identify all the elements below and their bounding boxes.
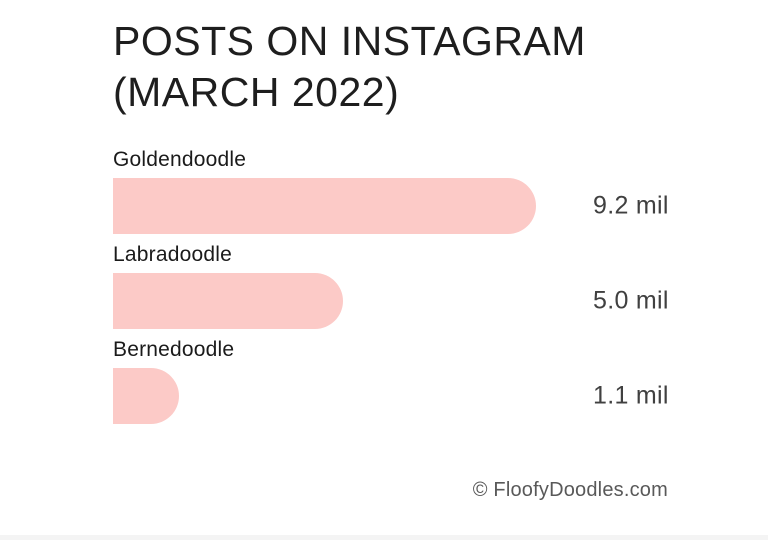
- bar-label: Bernedoodle: [113, 338, 235, 361]
- bar-value-label: 9.2 mil: [593, 191, 669, 220]
- bar-value-label: 5.0 mil: [593, 286, 669, 315]
- bar-chart: Goldendoodle 9.2 mil Labradoodle 5.0 mil Ber…: [113, 146, 713, 431]
- chart-title-line1: POSTS ON INSTAGRAM: [113, 18, 586, 64]
- credit-text: © FloofyDoodles.com: [472, 479, 668, 501]
- bar: [113, 368, 179, 424]
- bar-row: Bernedoodle 1.1 mil: [113, 336, 713, 424]
- bar-row: Labradoodle 5.0 mil: [113, 241, 713, 329]
- bar: [113, 178, 536, 234]
- bar-label: Goldendoodle: [113, 148, 247, 171]
- chart-title: POSTS ON INSTAGRAM (MARCH 2022): [113, 16, 586, 118]
- bar-track: 9.2 mil: [113, 178, 713, 234]
- bar-row: Goldendoodle 9.2 mil: [113, 146, 713, 234]
- bar: [113, 273, 343, 329]
- bar-value-label: 1.1 mil: [593, 381, 669, 410]
- bottom-divider: [0, 535, 768, 540]
- bar-label: Labradoodle: [113, 243, 232, 266]
- chart-title-line2: (MARCH 2022): [113, 69, 400, 115]
- bar-track: 5.0 mil: [113, 273, 713, 329]
- bar-track: 1.1 mil: [113, 368, 713, 424]
